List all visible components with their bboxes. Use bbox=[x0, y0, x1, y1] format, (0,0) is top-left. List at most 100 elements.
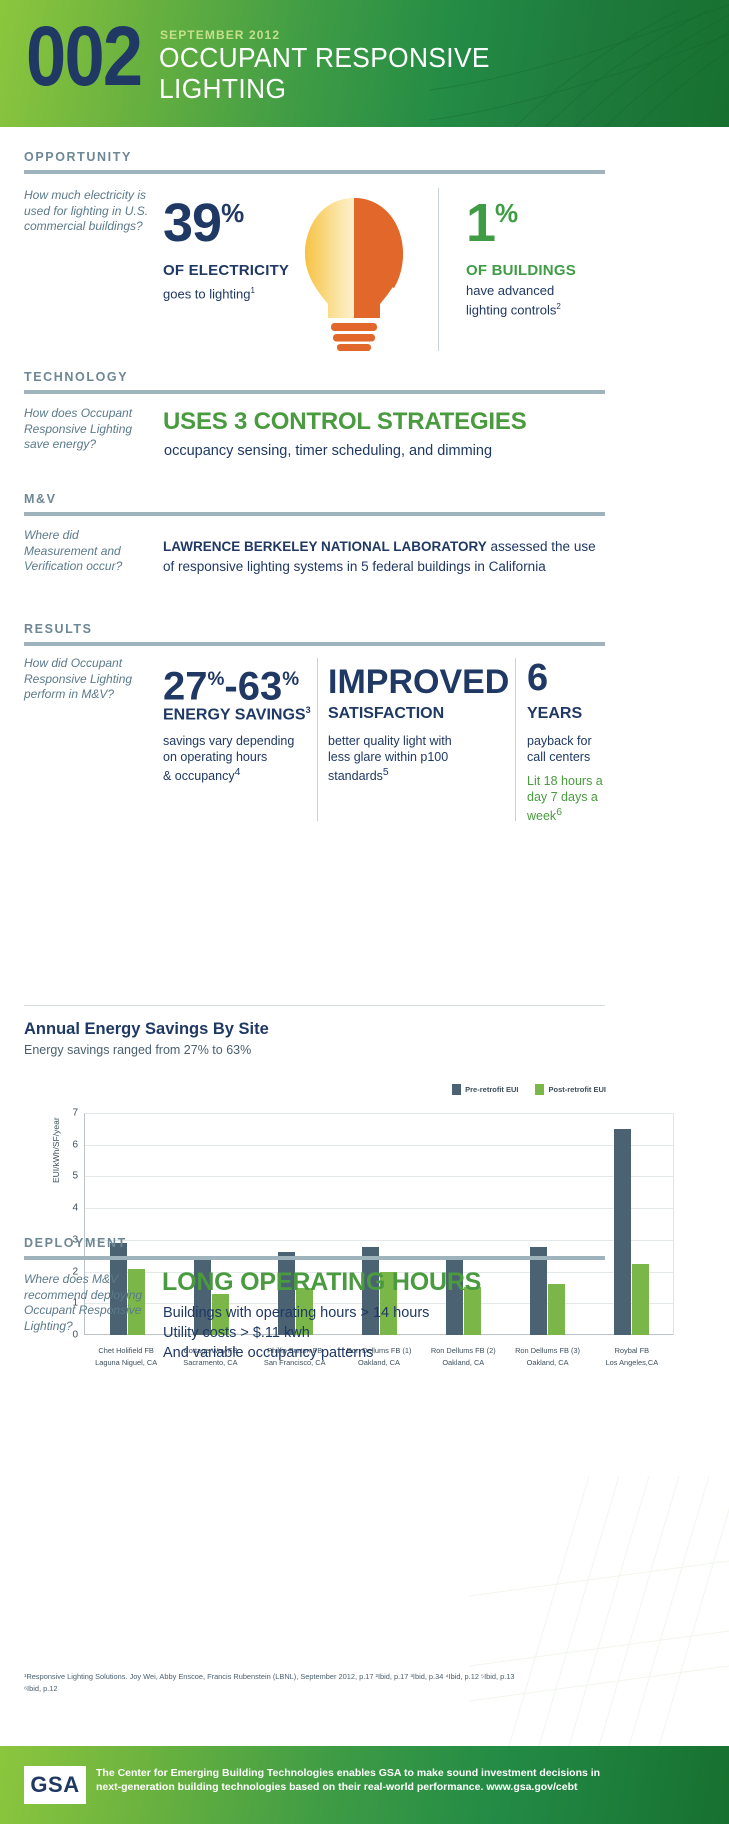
section-label-results: RESULTS bbox=[24, 622, 93, 636]
chart-bar-group bbox=[337, 1113, 421, 1335]
chart-x-tick-label: Ron Dellums FB (2) Oakland, CA bbox=[421, 1345, 505, 1368]
chart-title: Annual Energy Savings By Site bbox=[24, 1020, 269, 1038]
chart-bar-post-retrofit[interactable] bbox=[295, 1288, 313, 1335]
results-item-3-value: 6 bbox=[527, 657, 549, 699]
chart-y-tick: 4 bbox=[72, 1202, 78, 1214]
opportunity-stat2-note-line2: lighting controls bbox=[466, 302, 557, 318]
footer-line2: next-generation building technologies ba… bbox=[96, 1781, 484, 1793]
chart-bar-pre-retrofit[interactable] bbox=[193, 1256, 211, 1335]
gsa-logo: GSA bbox=[24, 1766, 86, 1804]
chart-bar-pre-retrofit[interactable] bbox=[613, 1128, 631, 1335]
results-item-1-dash: - bbox=[224, 664, 238, 709]
results-item-1-low: 27 bbox=[163, 664, 208, 709]
chart-x-tick-label: Ron Dellums FB (3) Oakland, CA bbox=[505, 1345, 589, 1368]
legend-label-pre: Pre-retrofit EUI bbox=[465, 1085, 519, 1094]
chart-x-tick-label: Roybal FB Los Angeles,CA bbox=[590, 1345, 674, 1368]
results-item-2-body-footnote: 5 bbox=[382, 767, 389, 778]
footnote-line-2: ⁶Ibid, p.12 bbox=[24, 1684, 58, 1693]
page-footer: GSA The Center for Emerging Building Tec… bbox=[0, 1746, 729, 1824]
footnote-line-1: ¹Responsive Lighting Solutions. Joy Wei,… bbox=[24, 1672, 515, 1681]
opportunity-stat2-note: have advanced lighting controls2 bbox=[466, 283, 561, 318]
chart-bar-post-retrofit[interactable] bbox=[631, 1263, 649, 1335]
chart-y-tick: 6 bbox=[72, 1139, 78, 1151]
chart-bar-post-retrofit[interactable] bbox=[547, 1284, 565, 1335]
chart-top-rule bbox=[24, 1005, 605, 1006]
mv-question: Where did Measurement and Verification o… bbox=[24, 528, 123, 573]
chart-x-tick-site: Phillip Burton FB bbox=[267, 1346, 323, 1355]
chart-x-tick-site: Cottage Way FB bbox=[183, 1346, 238, 1355]
footer-url[interactable]: www.gsa.gov/cebt bbox=[486, 1781, 578, 1793]
opportunity-stat1-note-text: goes to lighting bbox=[163, 286, 251, 302]
mv-body: LAWRENCE BERKELEY NATIONAL LABORATORY as… bbox=[163, 537, 623, 577]
page-header: 002 SEPTEMBER 2012 OCCUPANT RESPONSIVE L… bbox=[0, 0, 729, 127]
chart-bar-post-retrofit[interactable] bbox=[211, 1294, 229, 1335]
opportunity-question: How much electricity is used for lightin… bbox=[24, 188, 149, 233]
section-rule-technology bbox=[24, 390, 605, 394]
chart-gridline bbox=[85, 1303, 673, 1305]
mv-body-line2: of responsive lighting systems in 5 fede… bbox=[163, 559, 546, 574]
legend-item-post: Post-retrofit EUI bbox=[535, 1084, 606, 1095]
chart-bar-group bbox=[85, 1113, 169, 1335]
section-rule-opportunity bbox=[24, 170, 605, 174]
chart-subtitle: Energy savings ranged from 27% to 63% bbox=[24, 1043, 252, 1057]
chart-bar-groups bbox=[85, 1113, 673, 1335]
opportunity-stat2-headline: OF BUILDINGS bbox=[466, 262, 576, 279]
results-item-3-green-line3: week bbox=[527, 809, 557, 824]
section-label-technology: TECHNOLOGY bbox=[24, 370, 129, 384]
deployment-headline: LONG OPERATING HOURS bbox=[162, 1268, 482, 1296]
chart-x-tick-site: Chet Holifield FB bbox=[98, 1346, 154, 1355]
chart-x-tick-location: Oakland, CA bbox=[442, 1357, 485, 1367]
results-item-1-body-footnote: 4 bbox=[234, 767, 241, 778]
section-label-mv: M&V bbox=[24, 492, 57, 506]
chart-x-tick-label: Phillip Burton FB San Francisco, CA bbox=[253, 1345, 337, 1368]
opportunity-stat1-number: 39 bbox=[163, 193, 222, 253]
chart-x-tick-site: Ron Dellums FB (3) bbox=[515, 1346, 580, 1355]
chart-gridline bbox=[85, 1208, 673, 1210]
results-item-3-sub: YEARS bbox=[527, 705, 583, 722]
chart-bar-group bbox=[589, 1113, 673, 1335]
results-item-3-green-footnote: 6 bbox=[556, 807, 562, 818]
opportunity-stat2-value: 1% bbox=[466, 196, 518, 250]
legend-item-pre: Pre-retrofit EUI bbox=[452, 1084, 518, 1095]
opportunity-divider bbox=[438, 188, 439, 351]
chart-bar-pre-retrofit[interactable] bbox=[109, 1243, 127, 1335]
chart-y-tick: 0 bbox=[72, 1329, 78, 1341]
section-label-deployment: DEPLOYMENT bbox=[24, 1236, 127, 1250]
chart-bar-pre-retrofit[interactable] bbox=[445, 1256, 463, 1335]
page-title-line1: OCCUPANT RESPONSIVE bbox=[159, 42, 490, 73]
opportunity-stat2-footnote: 2 bbox=[556, 302, 561, 311]
chart-bar-pre-retrofit[interactable] bbox=[277, 1251, 295, 1335]
chart-x-tick-location: San Francisco, CA bbox=[263, 1357, 326, 1367]
chart-bar-pre-retrofit[interactable] bbox=[361, 1246, 379, 1335]
results-item-1-value: 27%-63% bbox=[163, 660, 299, 706]
results-item-1-body: savings vary depending on operating hour… bbox=[163, 733, 313, 784]
issue-date: SEPTEMBER 2012 bbox=[160, 28, 281, 42]
results-item-2-body-line3: standards bbox=[328, 769, 383, 784]
chart-y-tick: 2 bbox=[72, 1266, 78, 1278]
results-item-1-sub: ENERGY SAVINGS3 bbox=[163, 705, 311, 724]
legend-swatch-pre bbox=[452, 1084, 462, 1095]
chart-gridline bbox=[85, 1176, 673, 1178]
section-rule-results bbox=[24, 642, 605, 646]
results-item-1-unit1: % bbox=[207, 669, 225, 690]
chart-x-tick-location: Sacramento, CA bbox=[183, 1357, 238, 1367]
technology-headline: USES 3 CONTROL STRATEGIES bbox=[163, 408, 527, 435]
mv-organization: LAWRENCE BERKELEY NATIONAL LABORATORY bbox=[163, 539, 487, 554]
opportunity-stat2-unit: % bbox=[495, 198, 518, 228]
chart-x-tick-label: Ron Dellums FB (1) Oakland, CA bbox=[337, 1345, 421, 1368]
chart-plot-area: 0 1 2 3 4 5 6 7 bbox=[72, 1108, 674, 1341]
chart-bar-post-retrofit[interactable] bbox=[379, 1271, 397, 1335]
opportunity-stat1-headline: OF ELECTRICITY bbox=[163, 262, 290, 279]
issue-number: 002 bbox=[26, 9, 143, 103]
chart-x-tick-location: Oakland, CA bbox=[358, 1357, 400, 1367]
footer-line1: The Center for Emerging Building Technol… bbox=[96, 1767, 601, 1779]
opportunity-stat1-value: 39% bbox=[163, 193, 244, 253]
chart-bar-post-retrofit[interactable] bbox=[127, 1269, 145, 1335]
chart-bar-pre-retrofit[interactable] bbox=[529, 1247, 547, 1335]
footnotes: ¹Responsive Lighting Solutions. Joy Wei,… bbox=[24, 1671, 624, 1695]
mv-body-line1-rest: assessed the use bbox=[486, 539, 596, 554]
section-rule-deployment bbox=[24, 1256, 605, 1260]
chart-x-axis-labels: Chet Holifield FB Laguna Niguel, CA Cottag… bbox=[84, 1345, 674, 1368]
results-item-1-footnote: 3 bbox=[305, 705, 311, 715]
chart-bar-post-retrofit[interactable] bbox=[463, 1286, 481, 1335]
